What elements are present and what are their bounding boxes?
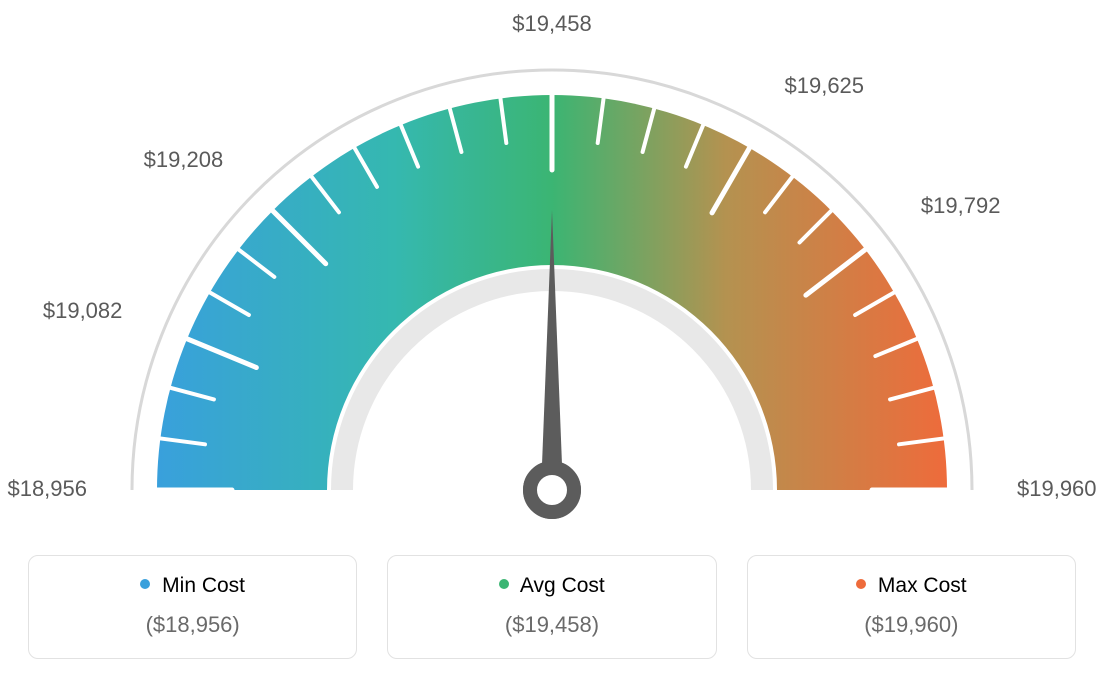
gauge-scale-label: $19,792 (921, 193, 1001, 219)
legend-max-value: ($19,960) (758, 612, 1065, 638)
gauge-scale-label: $19,082 (32, 298, 122, 324)
gauge-scale-label: $19,208 (128, 147, 223, 173)
legend-avg-title: Avg Cost (520, 574, 605, 597)
gauge-scale-label: $19,960 (1017, 476, 1097, 502)
gauge-svg (0, 0, 1104, 540)
gauge-area: $18,956 $19,082 $19,208 $19,458 $19,625 $19,7… (0, 0, 1104, 540)
legend-avg-value: ($19,458) (398, 612, 705, 638)
gauge-scale-label: $18,956 (0, 476, 87, 502)
gauge-scale-label: $19,625 (785, 73, 865, 99)
legend-max-title-wrap: Max Cost (758, 574, 1065, 598)
legend-max-dot (856, 579, 866, 589)
legend-min-title: Min Cost (162, 574, 245, 597)
gauge-scale-label: $19,458 (502, 11, 602, 37)
legend-min-dot (140, 579, 150, 589)
legend-card-avg: Avg Cost ($19,458) (387, 555, 716, 659)
legend-card-min: Min Cost ($18,956) (28, 555, 357, 659)
legend-row: Min Cost ($18,956) Avg Cost ($19,458) Ma… (28, 555, 1076, 659)
legend-max-title: Max Cost (878, 574, 967, 597)
legend-avg-title-wrap: Avg Cost (398, 574, 705, 598)
legend-min-title-wrap: Min Cost (39, 574, 346, 598)
legend-avg-dot (499, 579, 509, 589)
legend-min-value: ($18,956) (39, 612, 346, 638)
legend-card-max: Max Cost ($19,960) (747, 555, 1076, 659)
cost-gauge-widget: $18,956 $19,082 $19,208 $19,458 $19,625 $19,7… (0, 0, 1104, 690)
